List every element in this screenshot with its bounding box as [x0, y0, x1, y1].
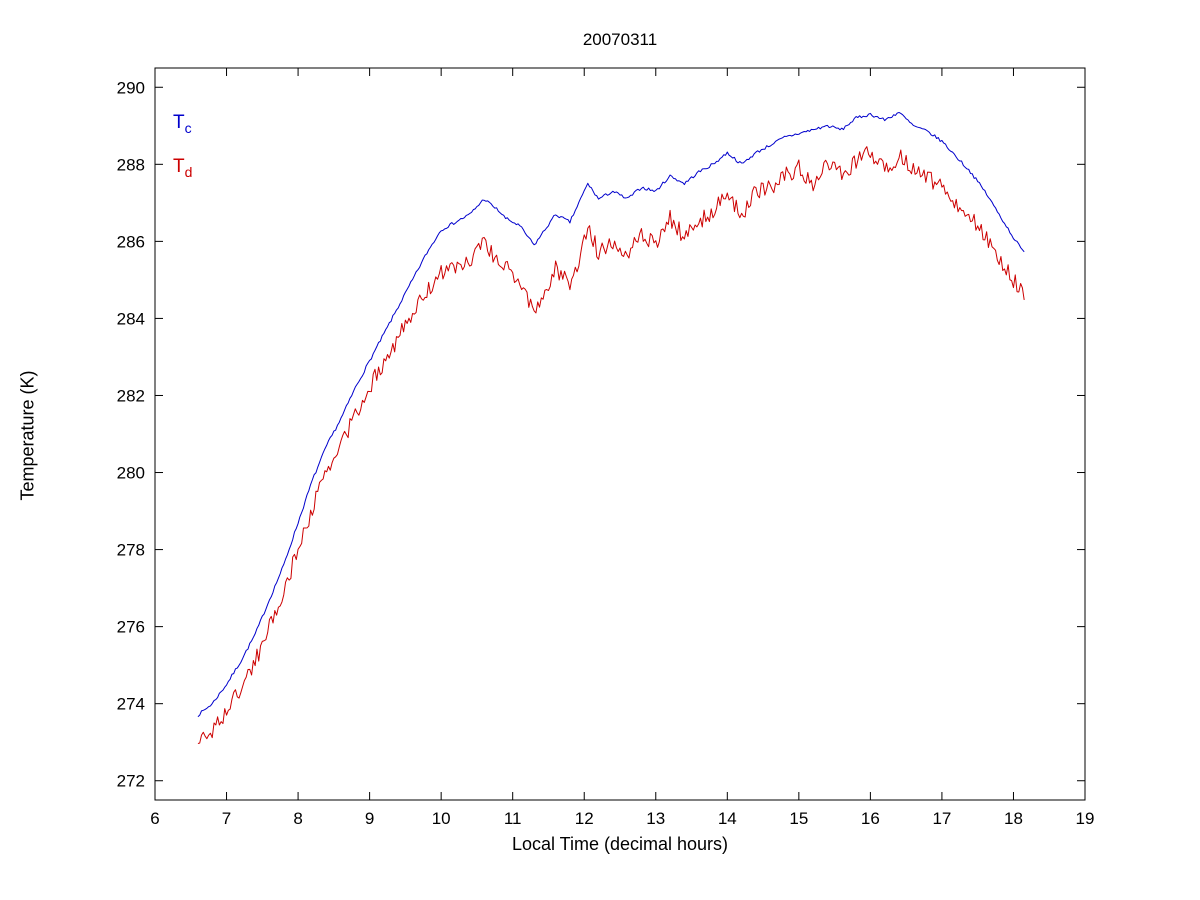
series-label-tc-sub: c — [184, 119, 192, 136]
svg-text:16: 16 — [861, 809, 880, 828]
svg-text:8: 8 — [293, 809, 302, 828]
svg-text:9: 9 — [365, 809, 374, 828]
svg-text:276: 276 — [117, 618, 145, 637]
svg-text:18: 18 — [1004, 809, 1023, 828]
chart-title: 20070311 — [582, 30, 658, 49]
series-label-tc-main: T — [173, 112, 185, 133]
series-label-td-sub: d — [184, 163, 193, 180]
svg-text:274: 274 — [117, 695, 145, 714]
svg-text:14: 14 — [718, 809, 737, 828]
svg-text:7: 7 — [222, 809, 231, 828]
y-axis-label: Temperature (K) — [17, 370, 38, 501]
svg-text:10: 10 — [432, 809, 451, 828]
svg-text:13: 13 — [646, 809, 665, 828]
svg-text:288: 288 — [117, 155, 145, 174]
series-label-tc: Tc — [173, 112, 192, 136]
series-label-td-main: T — [173, 156, 185, 177]
svg-text:12: 12 — [575, 809, 594, 828]
series-label-td: Td — [173, 156, 192, 180]
svg-text:17: 17 — [932, 809, 951, 828]
svg-text:11: 11 — [504, 809, 522, 828]
svg-text:278: 278 — [117, 541, 145, 560]
x-axis-label: Local Time (decimal hours) — [511, 834, 729, 854]
svg-text:272: 272 — [117, 772, 145, 791]
svg-text:19: 19 — [1076, 809, 1095, 828]
svg-text:284: 284 — [117, 309, 145, 328]
svg-text:286: 286 — [117, 232, 145, 251]
svg-text:282: 282 — [117, 386, 145, 405]
svg-text:280: 280 — [117, 464, 145, 483]
svg-text:6: 6 — [150, 809, 159, 828]
svg-text:15: 15 — [789, 809, 808, 828]
svg-text:290: 290 — [117, 78, 145, 97]
